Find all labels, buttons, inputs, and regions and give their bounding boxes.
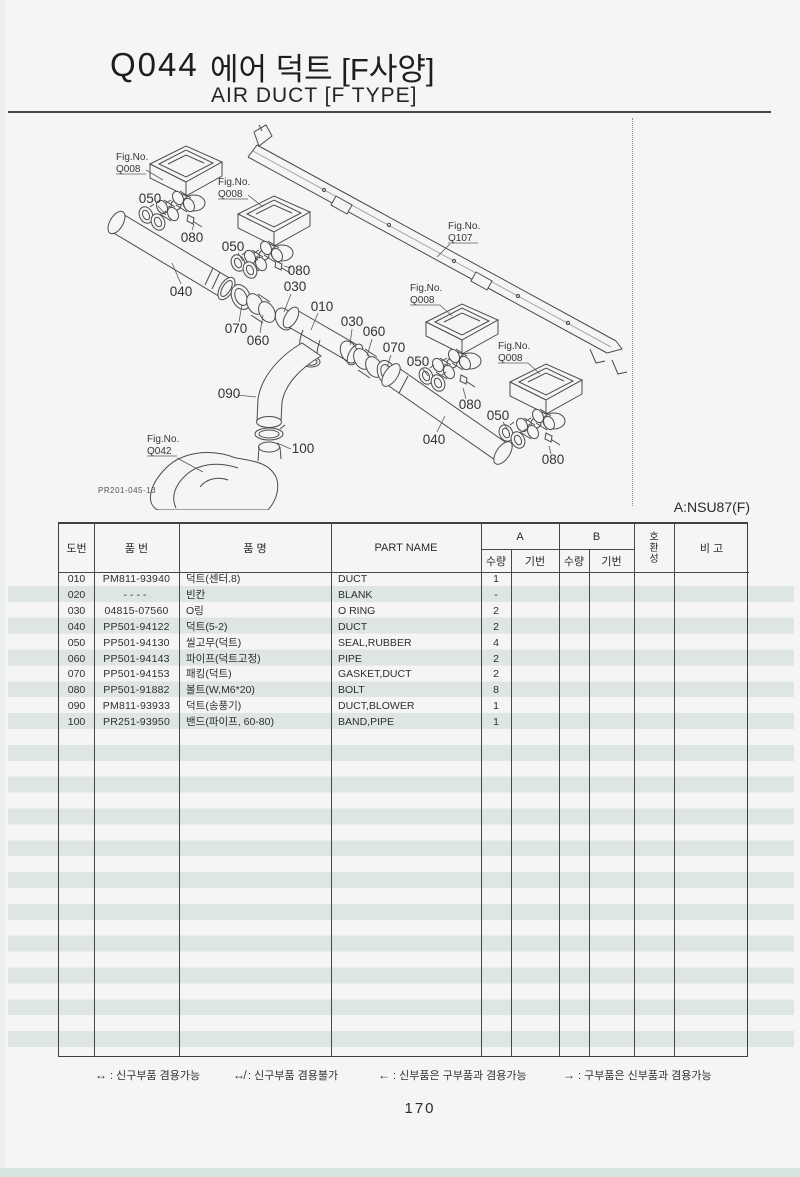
column-divider <box>94 524 95 1056</box>
column-divider <box>331 524 332 1056</box>
legend-item: ↮: 신구부품 겸용불가 <box>233 1068 339 1082</box>
table-row: 040 PP501-94122 덕트(5-2) DUCT 2 <box>67 620 499 633</box>
column-divider <box>511 549 512 1056</box>
legend-item: ←: 신부품은 구부품과 겸용가능 <box>378 1068 527 1082</box>
legend-item: ↔: 신구부품 겸용가능 <box>95 1068 201 1082</box>
page-title-english: AIR DUCT [F TYPE] <box>211 84 418 107</box>
both-arrow-slash-icon: ↮ <box>233 1068 245 1082</box>
part-callouts: 050 080 050 080 040 070 060 030 010 030 … <box>139 191 565 467</box>
col-header-group-b: B <box>592 530 601 543</box>
duct-couplers-right <box>339 340 402 390</box>
header-bottom-border <box>59 572 749 573</box>
column-divider <box>179 524 180 1056</box>
row-stripe-band <box>8 570 794 1057</box>
title-divider <box>8 111 771 113</box>
page-title-korean: 에어 덕트 [F사양] <box>210 52 435 87</box>
air-cleaner-assembly <box>136 145 223 233</box>
col-header-part-name: PART NAME <box>374 542 438 554</box>
callout-070: 070 <box>225 321 248 336</box>
compat-legend: ↔: 신구부품 겸용가능 ↮: 신구부품 겸용불가 ←: 신부품은 구부품과 겸… <box>0 1067 800 1082</box>
column-divider <box>559 524 560 1056</box>
callout-060: 060 <box>247 333 270 348</box>
variant-note: A:NSU87(F) <box>673 499 750 515</box>
blower-duct-group <box>150 342 322 510</box>
callout-060: 060 <box>363 324 386 339</box>
col-header-fig-no: 도번 <box>66 543 87 555</box>
frame-rail <box>247 124 628 375</box>
parts-table: 도번 품 번 품 명 PART NAME A B 수량 기번 수량 기번 호환성… <box>58 522 749 1057</box>
column-divider <box>589 549 590 1056</box>
callout-050: 050 <box>222 239 245 254</box>
exploded-parts-diagram: Fig.No. Q008 Fig.No. Q008 Fig.No. Q008 F… <box>98 124 628 510</box>
fig-ref-q042: Q042 <box>147 446 172 457</box>
callout-080: 080 <box>288 263 311 278</box>
header-subdivider <box>481 549 634 550</box>
callout-050: 050 <box>487 408 510 423</box>
fig-reference: Fig.No. Q008 Fig.No. Q008 Fig.No. Q008 F… <box>116 152 530 457</box>
callout-100: 100 <box>292 441 315 456</box>
table-row: 090 PM811-93933 덕트(송풍기) DUCT,BLOWER 1 <box>67 700 499 713</box>
callout-080: 080 <box>181 230 204 245</box>
table-row: 010 PM811-93940 덕트(센터.8) DUCT 1 <box>67 573 499 585</box>
col-header-remark: 비 고 <box>699 543 724 555</box>
left-arrow-icon: ← <box>378 1068 390 1082</box>
fig-no-label: Fig.No. <box>147 434 179 445</box>
fig-ref-q008: Q008 <box>410 295 435 306</box>
column-divider <box>674 524 675 1056</box>
section-code: Q044 <box>110 46 199 83</box>
callout-070: 070 <box>383 340 406 355</box>
callout-030: 030 <box>284 279 307 294</box>
col-header-qty-b: 수량 <box>563 555 585 568</box>
table-row: 020 ---- 빈칸 BLANK - <box>67 588 498 601</box>
col-header-compat: 호환성 <box>649 531 659 565</box>
callout-050: 050 <box>139 191 162 206</box>
column-divider <box>634 524 635 1056</box>
duct-right <box>381 363 513 465</box>
air-cleaner-assembly <box>416 303 499 394</box>
table-row: 070 PP501-94153 패킹(덕트) GASKET,DUCT 2 <box>67 668 499 681</box>
fig-no-label: Fig.No. <box>410 283 442 294</box>
callout-030: 030 <box>341 314 364 329</box>
scan-bottom-strip <box>0 1168 800 1177</box>
callout-080: 080 <box>459 397 482 412</box>
right-arrow-icon: → <box>563 1068 575 1082</box>
drawing-code: PR201-045-13 <box>98 486 156 495</box>
table-row: 030 04815-07560 O링 O RING 2 <box>67 604 499 617</box>
callout-040: 040 <box>170 284 193 299</box>
callout-040: 040 <box>423 432 446 447</box>
fig-ref-q008: Q008 <box>116 164 141 175</box>
col-header-qty-a: 수량 <box>485 555 507 568</box>
fig-no-label: Fig.No. <box>218 177 250 188</box>
col-header-serial-b: 기번 <box>601 555 622 568</box>
col-header-group-a: A <box>516 530 524 543</box>
legend-item: →: 구부품은 신부품과 겸용가능 <box>563 1068 712 1082</box>
fig-no-label: Fig.No. <box>116 152 148 163</box>
table-row: 050 PP501-94130 씰고무(덕트) SEAL,RUBBER 4 <box>67 636 499 649</box>
callout-080: 080 <box>542 452 565 467</box>
scan-left-edge <box>0 0 5 1177</box>
duct-left <box>107 210 236 301</box>
callout-010: 010 <box>311 299 334 314</box>
col-header-part-no: 품 번 <box>124 543 149 555</box>
col-header-name-ko: 품 명 <box>243 543 267 555</box>
callout-090: 090 <box>218 386 241 401</box>
page-number: 170 <box>404 1100 436 1117</box>
col-header-serial-a: 기번 <box>524 555 546 568</box>
callout-050: 050 <box>407 354 430 369</box>
diagram-divider <box>632 118 633 506</box>
both-arrow-icon: ↔ <box>95 1068 107 1082</box>
fig-ref-q008: Q008 <box>218 189 243 200</box>
table-row: 080 PP501-91882 볼트(W,M6*20) BOLT 8 <box>67 684 499 697</box>
table-row: 060 PP501-94143 파이프(덕트고정) PIPE 2 <box>67 652 499 665</box>
fig-no-label: Fig.No. <box>448 221 480 232</box>
fig-ref-q107: Q107 <box>448 233 473 244</box>
table-row: 100 PR251-93950 밴드(파이프, 60-80) BAND,PIPE 1 <box>67 716 499 729</box>
column-divider <box>481 524 482 1056</box>
fig-no-label: Fig.No. <box>498 341 530 352</box>
fig-ref-q008: Q008 <box>498 353 523 364</box>
callout-leaders <box>145 169 552 473</box>
air-cleaner-assembly <box>496 363 583 451</box>
